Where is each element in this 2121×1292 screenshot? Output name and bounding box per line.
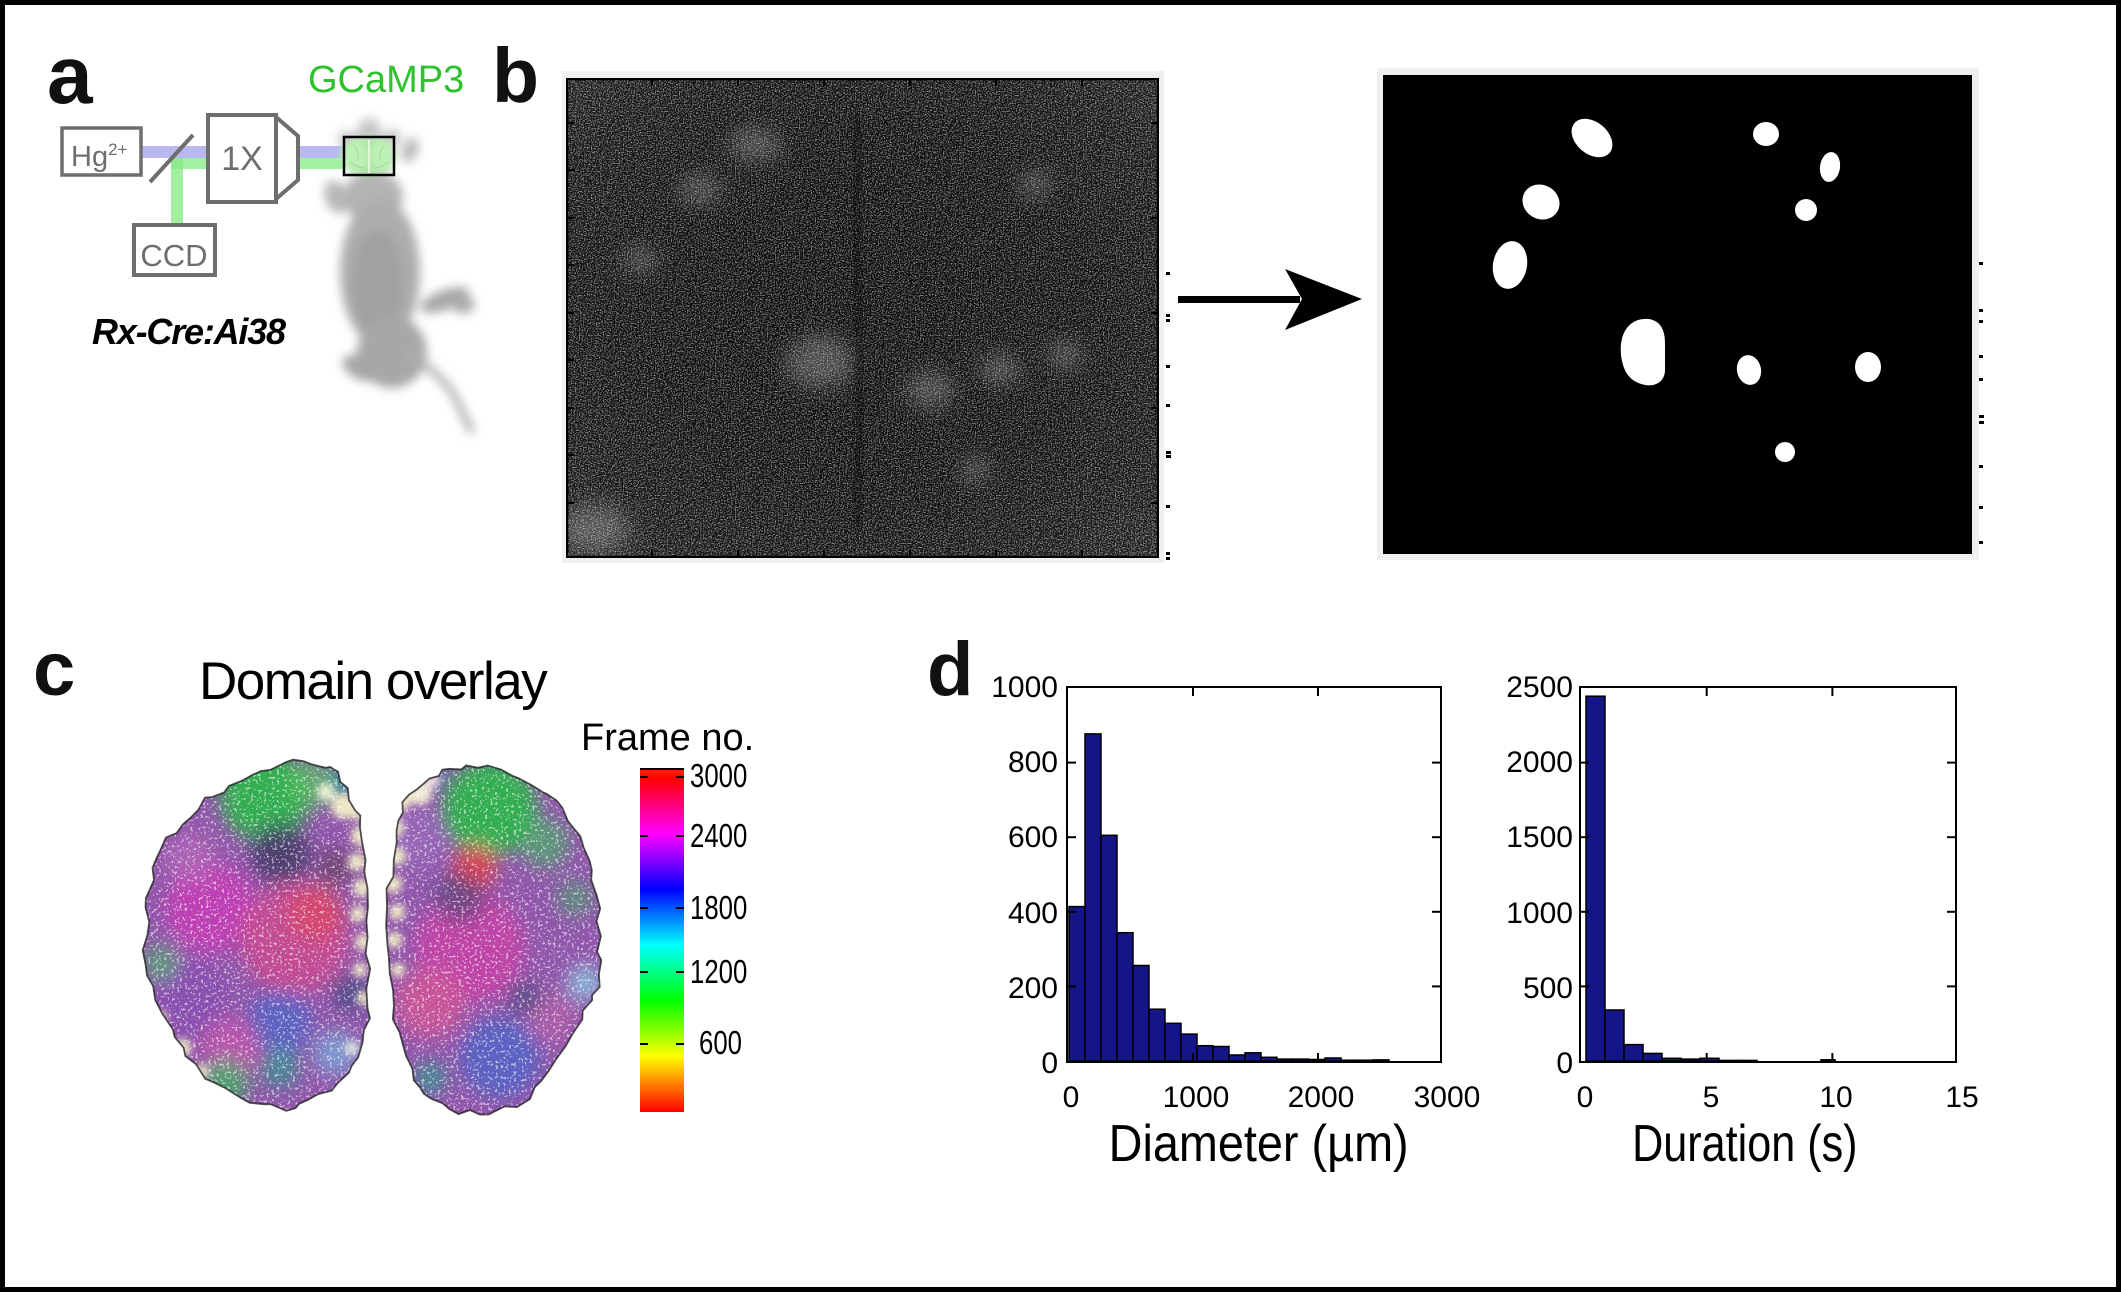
svg-text:1X: 1X: [221, 140, 263, 178]
svg-text:CCD: CCD: [140, 238, 207, 273]
svg-text:Hg2+: Hg2+: [71, 140, 128, 173]
